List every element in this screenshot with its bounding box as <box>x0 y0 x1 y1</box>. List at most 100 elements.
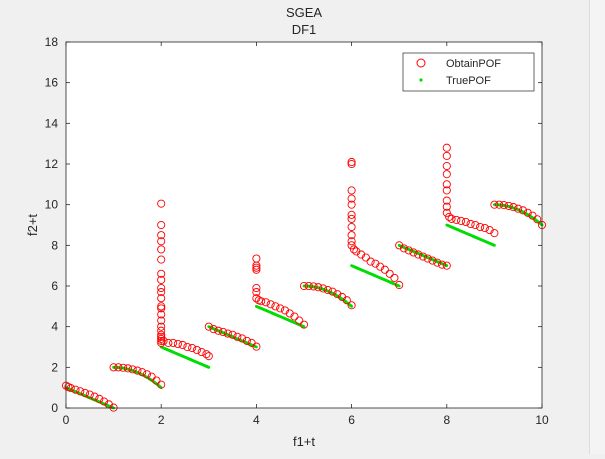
x-tick-label: 6 <box>348 413 355 427</box>
legend: ObtainPOF TruePOF <box>402 52 535 92</box>
obtainpof-point <box>157 322 166 331</box>
obtainpof-point <box>214 326 223 335</box>
obtainpof-point <box>71 385 80 394</box>
obtainpof-point <box>204 322 213 331</box>
obtainpof-point <box>257 297 266 306</box>
obtainpof-point <box>480 223 489 233</box>
y-tick-label: 8 <box>51 238 58 252</box>
obtainpof-point <box>347 241 356 250</box>
obtainpof-point <box>223 329 232 338</box>
obtainpof-point <box>385 269 394 278</box>
obtainpof-point <box>290 312 299 321</box>
obtainpof-point <box>442 143 451 152</box>
obtainpof-point <box>157 245 166 254</box>
obtainpof-point <box>347 186 356 195</box>
obtainpof-point <box>533 215 542 224</box>
window-scrollbar[interactable] <box>589 0 605 454</box>
obtainpof-point <box>442 196 451 205</box>
obtainpof-point <box>490 200 499 209</box>
obtainpof-point <box>157 288 166 297</box>
obtainpof-point <box>314 283 323 292</box>
obtainpof-point <box>271 302 280 311</box>
obtainpof-point <box>109 403 118 412</box>
obtainpof-point <box>476 222 485 232</box>
obtainpof-point <box>90 392 99 401</box>
obtainpof-point <box>452 215 461 224</box>
x-tick-label: 2 <box>158 413 165 427</box>
obtainpof-point <box>202 350 211 359</box>
obtainpof-point <box>442 170 451 179</box>
obtainpof-point <box>114 363 123 372</box>
obtainpof-point <box>157 294 166 303</box>
obtainpof-point <box>437 260 447 269</box>
y-tick-label: 18 <box>45 35 59 49</box>
x-tick-label: 8 <box>443 413 450 427</box>
obtainpof-point <box>157 199 166 208</box>
obtainpof-point <box>347 210 356 219</box>
legend-marker-truepof <box>419 78 423 82</box>
obtainpof-point <box>490 229 499 238</box>
obtainpof-point <box>390 273 399 282</box>
obtainpof-point <box>252 342 261 351</box>
obtainpof-point <box>442 151 451 160</box>
obtainpof-point <box>157 283 166 293</box>
obtainpof-point <box>164 338 173 347</box>
obtainpof-point <box>192 345 201 355</box>
x-tick-label: 0 <box>63 413 70 427</box>
obtainpof-point <box>395 280 404 290</box>
obtainpof-point <box>347 222 356 232</box>
obtainpof-point <box>252 261 261 270</box>
obtainpof-point <box>399 244 409 253</box>
obtainpof-point <box>366 257 375 266</box>
obtainpof-point <box>157 326 166 335</box>
obtainpof-point <box>447 214 456 223</box>
obtainpof-point <box>100 397 109 406</box>
obtainpof-point <box>204 352 213 361</box>
obtainpof-point <box>219 327 228 337</box>
obtainpof-point <box>347 237 356 246</box>
scatter-chart: 0 2 4 6 8 10 0 2 4 6 8 10 12 14 16 18 SGEA DF1 f1+t f2+… <box>25 5 549 449</box>
obtainpof-point <box>428 256 437 265</box>
obtainpof-point <box>295 316 304 325</box>
truepof-point <box>302 325 306 329</box>
obtainpof-point <box>66 384 75 393</box>
obtainpof-point <box>152 376 161 385</box>
obtainpof-point <box>309 282 318 291</box>
x-tick-label: 10 <box>535 413 549 427</box>
obtainpof-point <box>380 265 389 274</box>
obtainpof-point <box>518 206 528 215</box>
obtainpof-point <box>347 301 356 310</box>
obtainpof-point <box>138 368 147 377</box>
y-tick-label: 12 <box>45 157 59 171</box>
obtainpof-point <box>342 296 351 305</box>
x-tick-label: 4 <box>253 413 260 427</box>
obtainpof-point <box>457 216 466 225</box>
obtainpof-point <box>347 231 356 240</box>
obtainpof-point <box>80 388 90 398</box>
obtainpof-point <box>347 194 356 203</box>
axis-ticks: 0 2 4 6 8 10 0 2 4 6 8 10 12 14 16 18 <box>45 35 549 427</box>
obtainpof-point <box>299 320 309 329</box>
obtainpof-point <box>188 343 197 353</box>
obtainpof-point <box>347 200 356 209</box>
obtainpof-point <box>169 338 178 347</box>
obtainpof-point <box>499 201 508 210</box>
legend-label-obtainpof: ObtainPOF <box>446 58 501 70</box>
obtainpof-point <box>299 281 309 291</box>
obtainpof-point <box>157 269 166 278</box>
obtainpof-point <box>461 217 470 226</box>
y-tick-label: 10 <box>45 198 59 212</box>
obtainpof-point <box>445 212 454 221</box>
obtainpof-point <box>404 246 413 255</box>
x-axis-label: f1+t <box>293 434 315 449</box>
obtainpof-point <box>442 202 451 211</box>
obtainpof-point <box>418 252 428 261</box>
truepof-point <box>255 345 258 349</box>
truepof-point <box>207 365 211 369</box>
y-tick-label: 2 <box>51 360 58 374</box>
y-tick-label: 6 <box>51 279 58 293</box>
obtainpof-point <box>157 336 166 345</box>
obtainpof-point <box>361 253 370 262</box>
legend-box <box>402 52 535 92</box>
obtainpof-point <box>159 336 168 345</box>
